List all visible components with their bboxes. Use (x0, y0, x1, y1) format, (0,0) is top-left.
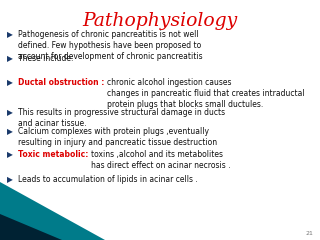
Text: Pathophysiology: Pathophysiology (82, 12, 238, 30)
Text: ▶: ▶ (7, 30, 13, 39)
Text: ▶: ▶ (7, 78, 13, 87)
Text: ▶: ▶ (7, 150, 13, 159)
Text: Calcium complexes with protein plugs ,eventually
resulting in injury and pancrea: Calcium complexes with protein plugs ,ev… (18, 127, 217, 147)
Text: ▶: ▶ (7, 175, 13, 184)
Text: ▶: ▶ (7, 54, 13, 63)
Text: ▶: ▶ (7, 108, 13, 117)
Text: Ductal obstruction :: Ductal obstruction : (18, 78, 107, 87)
Text: Toxic metabolic:: Toxic metabolic: (18, 150, 91, 159)
Text: Pathogenesis of chronic pancreatitis is not well
defined. Few hypothesis have be: Pathogenesis of chronic pancreatitis is … (18, 30, 203, 61)
Text: These include:: These include: (18, 54, 74, 63)
Text: toxins ,alcohol and its metabolites
has direct effect on acinar necrosis .: toxins ,alcohol and its metabolites has … (91, 150, 230, 170)
Polygon shape (0, 182, 105, 240)
Text: chronic alcohol ingestion causes
changes in pancreatic fluid that creates intrad: chronic alcohol ingestion causes changes… (107, 78, 305, 109)
Text: Leads to accumulation of lipids in acinar cells .: Leads to accumulation of lipids in acina… (18, 175, 198, 184)
Text: 21: 21 (305, 231, 313, 236)
Polygon shape (0, 214, 62, 240)
Text: This results in progressive structural damage in ducts
and acinar tissue.: This results in progressive structural d… (18, 108, 225, 128)
Text: ▶: ▶ (7, 127, 13, 136)
